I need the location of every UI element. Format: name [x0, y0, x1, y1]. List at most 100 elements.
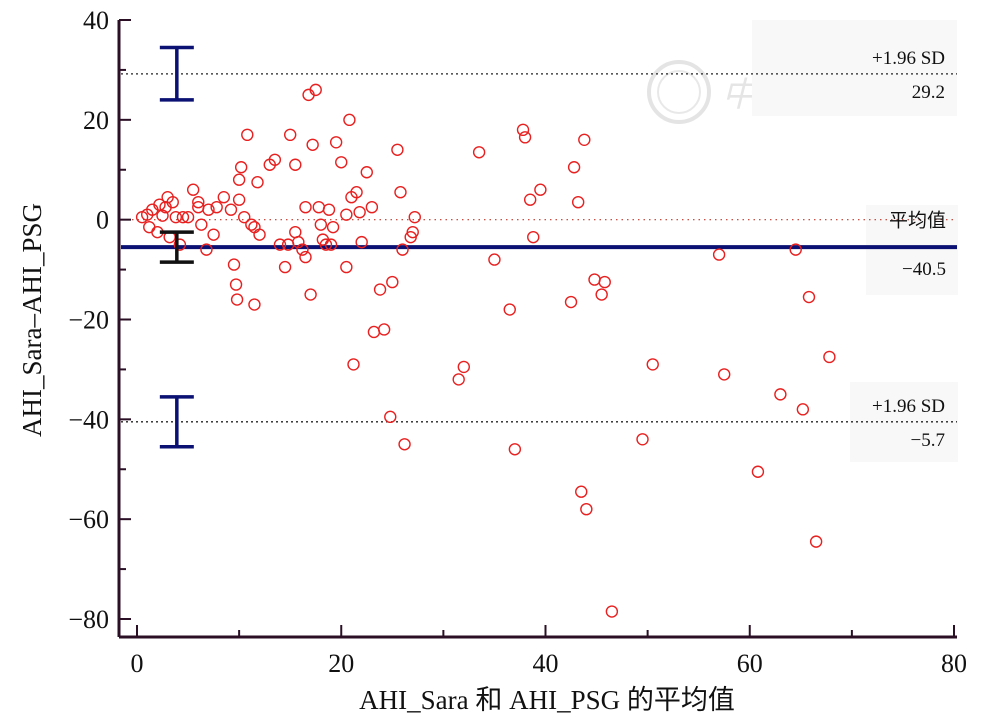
ci-bar-lower: [159, 395, 194, 449]
data-point: [564, 295, 578, 309]
data-point: [567, 161, 581, 174]
data-point: [248, 220, 261, 234]
data-point: [386, 275, 399, 289]
y-tick-label: −40: [68, 405, 109, 434]
data-point: [523, 193, 537, 206]
data-point: [516, 123, 530, 137]
data-point: [268, 153, 282, 166]
upper-limit-label: +1.96 SD: [872, 48, 945, 69]
data-point: [646, 358, 659, 371]
data-point: [253, 228, 266, 241]
data-point: [292, 235, 305, 249]
lower-limit-label: +1.96 SD: [872, 396, 945, 417]
data-point: [319, 238, 333, 251]
data-point: [314, 218, 328, 231]
data-point: [394, 186, 407, 199]
data-point: [192, 195, 205, 209]
x-tick-label: 40: [533, 649, 559, 678]
data-point: [176, 210, 190, 224]
data-point: [207, 228, 220, 241]
data-point: [353, 205, 366, 219]
x-tick-label: 60: [737, 649, 763, 678]
data-point: [588, 273, 601, 286]
data-point: [408, 210, 421, 224]
data-point: [355, 235, 368, 249]
ci-bar-upper: [159, 45, 194, 102]
data-point: [309, 83, 322, 97]
data-point: [273, 238, 287, 251]
data-point: [340, 208, 353, 221]
data-point: [173, 238, 187, 251]
data-point: [488, 253, 501, 266]
data-point: [472, 146, 486, 159]
x-axis-title: AHI_Sara 和 AHI_PSG 的平均值: [359, 685, 735, 715]
data-point: [340, 260, 353, 274]
data-point: [774, 388, 787, 401]
reference-lines: [121, 73, 957, 423]
ci-bar-mean: [159, 230, 194, 264]
data-point: [598, 275, 611, 289]
confidence-interval-bars: [159, 45, 194, 449]
data-point: [289, 158, 302, 171]
data-point: [457, 360, 470, 374]
data-point: [396, 243, 409, 256]
data-point: [306, 138, 319, 151]
mean-value: −40.5: [902, 259, 946, 280]
scatter-points: [135, 83, 836, 618]
data-point: [296, 243, 309, 256]
data-point: [232, 193, 246, 206]
x-tick-label: 80: [941, 649, 967, 678]
data-point: [712, 248, 726, 261]
data-point: [575, 485, 588, 498]
mean-label: 平均值: [889, 210, 946, 232]
data-point: [534, 183, 547, 196]
data-point: [384, 410, 397, 424]
x-tick-label: 20: [328, 649, 354, 678]
data-point: [365, 200, 379, 214]
data-point: [230, 293, 244, 306]
data-point: [186, 183, 200, 196]
data-point: [503, 303, 516, 316]
data-point: [326, 220, 340, 234]
data-point: [324, 238, 338, 251]
lower-limit-value: −5.7: [911, 430, 945, 451]
data-point: [217, 191, 231, 204]
data-point: [809, 535, 823, 548]
data-point: [335, 156, 348, 169]
x-tick-label: 0: [131, 649, 144, 678]
data-point: [398, 438, 411, 451]
data-point: [181, 210, 195, 224]
data-point: [350, 186, 363, 199]
y-axis-title: AHI_Sara–AHI_PSG: [17, 203, 47, 437]
y-tick-label: 40: [83, 6, 109, 35]
data-point: [227, 258, 241, 271]
y-tick-label: −20: [68, 306, 109, 335]
data-point: [802, 290, 816, 304]
data-point: [406, 225, 419, 239]
data-point: [518, 131, 532, 144]
data-point: [278, 260, 292, 274]
data-point: [245, 218, 258, 231]
data-point: [248, 298, 261, 311]
data-point: [367, 325, 381, 339]
data-point: [153, 198, 166, 211]
data-point: [347, 358, 360, 371]
data-point: [636, 433, 649, 446]
data-point: [329, 136, 343, 149]
data-point: [580, 502, 593, 516]
watermark-seal-icon: [647, 60, 711, 124]
data-point: [241, 128, 254, 142]
data-point: [571, 195, 585, 209]
data-point: [360, 166, 373, 179]
data-point: [595, 288, 608, 301]
annotations: +1.96 SD 29.2 平均值 −40.5 +1.96 SD −5.7: [872, 48, 946, 451]
data-point: [232, 173, 246, 186]
data-point: [796, 403, 810, 416]
data-point: [200, 243, 213, 256]
data-point: [751, 465, 765, 478]
data-point: [238, 210, 251, 224]
data-point: [391, 143, 404, 156]
data-point: [605, 605, 619, 618]
data-point: [527, 230, 540, 244]
